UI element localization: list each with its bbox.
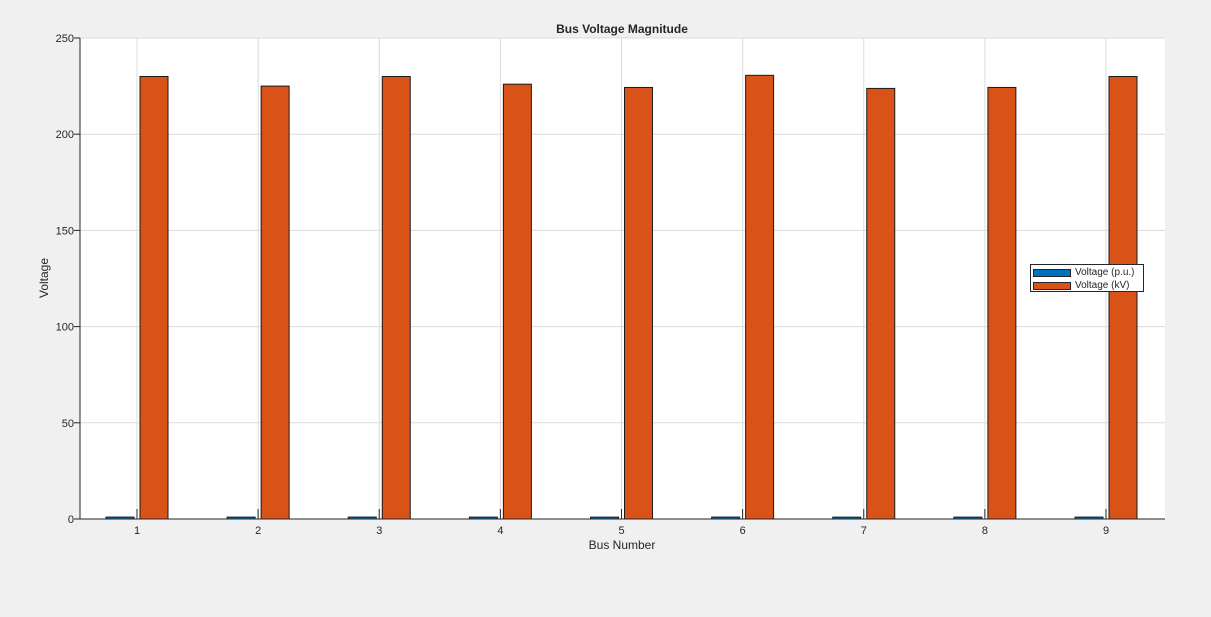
x-tick-label: 2 [255,525,261,537]
y-axis-label: Voltage [37,258,51,298]
y-tick-label: 50 [62,418,74,430]
bar-kv [987,86,1017,520]
bar-kv [260,85,290,520]
bar-kv [866,87,896,520]
x-tick-label: 6 [740,525,746,537]
bar-kv [624,86,653,520]
x-tick-label: 5 [618,525,624,537]
legend-entry-pu: Voltage (p.u.) [1033,266,1143,279]
bar-kv [745,74,775,520]
x-tick-label: 9 [1103,525,1109,537]
y-tick-label: 150 [56,225,74,237]
chart-legend: Voltage (p.u.) Voltage (kV) [1030,264,1144,292]
bar-kv [139,75,169,520]
y-tick-label: 200 [56,129,74,141]
bar-kv [1108,75,1138,520]
tick-labels-group: 0 50 100 150 200 250 1 2 3 4 5 6 7 8 9 [56,33,1109,537]
x-axis-label: Bus Number [589,538,656,552]
legend-label-pu: Voltage (p.u.) [1075,267,1135,278]
bars-group [105,74,1138,520]
x-tick-label: 3 [376,525,382,537]
bar-kv [502,83,532,520]
y-tick-label: 250 [56,33,74,45]
bar-kv [381,75,411,520]
x-tick-label: 7 [861,525,867,537]
x-tick-label: 1 [134,525,140,537]
y-tick-label: 100 [56,322,74,334]
x-tick-label: 8 [982,525,988,537]
x-tick-label: 4 [497,525,503,537]
legend-entry-kv: Voltage (kV) [1033,279,1143,292]
axes-group [74,37,1165,520]
chart-title: Bus Voltage Magnitude [556,22,688,36]
legend-swatch-pu [1033,268,1071,277]
legend-swatch-kv [1033,281,1071,290]
legend-label-kv: Voltage (kV) [1075,280,1130,291]
y-tick-label: 0 [68,514,74,526]
